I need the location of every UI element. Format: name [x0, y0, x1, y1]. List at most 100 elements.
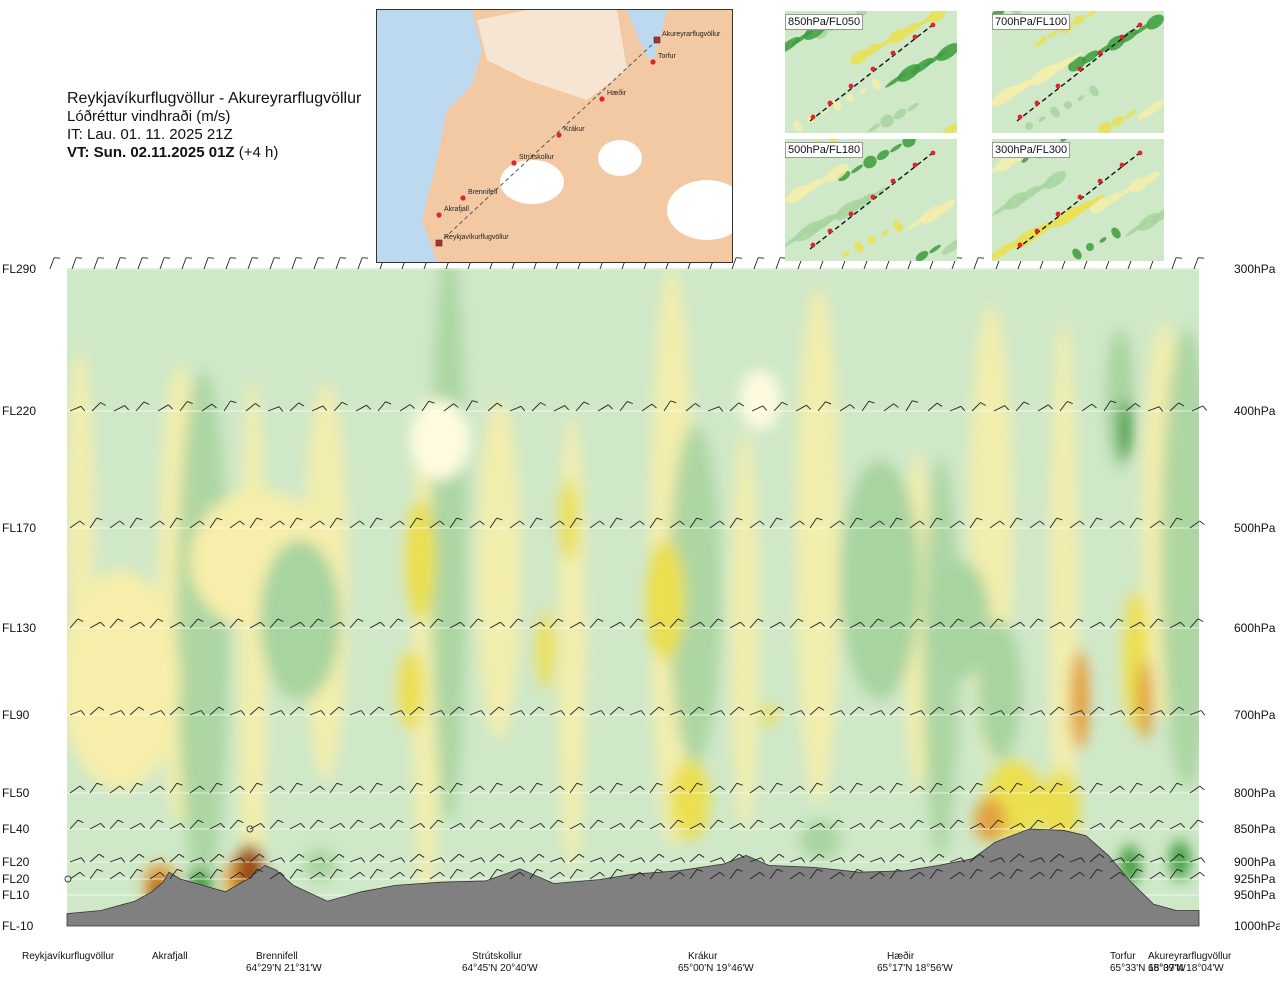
wind-barb-staff: [1109, 785, 1121, 794]
wind-barb: [1189, 871, 1205, 880]
wind-barb-staff: [93, 257, 99, 270]
mini-map-cell: [1099, 237, 1107, 243]
mini-map-850-label: 850hPa/FL050: [785, 14, 864, 30]
wind-barb-staff: [1069, 785, 1081, 794]
wind-barb: [889, 822, 906, 830]
wind-barb-staff: [609, 853, 620, 863]
wind-barb-staff: [663, 400, 671, 412]
wind-barb: [421, 400, 435, 412]
wind-barb: [531, 402, 546, 412]
wind-barb: [449, 853, 465, 863]
wind-barb: [399, 404, 415, 412]
wind-barb-flag: [439, 520, 445, 526]
wind-barb-staff: [829, 520, 840, 529]
wind-barb-flag: [806, 404, 812, 410]
wind-barb-flag: [719, 520, 725, 526]
wind-barb-staff: [1069, 871, 1081, 880]
wind-barb: [1109, 785, 1125, 794]
wind-barb-staff: [89, 621, 101, 629]
wind-barb: [169, 517, 183, 529]
wind-barb-flag: [898, 853, 905, 858]
wind-barb-staff: [1125, 403, 1136, 412]
wind-barb-flag: [640, 710, 646, 716]
waypoint-label: Akrafjall: [444, 206, 469, 213]
wind-barb-flag: [540, 402, 546, 406]
wind-barb-flag: [98, 706, 105, 711]
wind-barb-flag: [296, 782, 303, 786]
wind-barb-flag: [920, 710, 926, 716]
wind-barb: [489, 517, 503, 529]
wind-barb-flag: [536, 868, 543, 872]
mini-map-cell: [1072, 248, 1082, 260]
wind-barb-staff: [1029, 857, 1042, 863]
wind-barb-flag: [919, 785, 925, 791]
wind-barb: [809, 621, 826, 629]
wind-barb-flag: [237, 819, 244, 824]
wind-barb-flag: [79, 871, 85, 877]
wind-barb: [929, 517, 943, 529]
site-coordinates: 64°29'N 21°31'W: [246, 963, 322, 974]
wind-barb-flag: [560, 857, 566, 863]
wind-barb: [1189, 785, 1205, 794]
wind-barb-flag: [637, 618, 644, 622]
wind-barb-staff: [349, 819, 359, 830]
wind-barb: [309, 819, 324, 830]
wind-barb-staff: [399, 404, 411, 412]
wind-barb: [829, 857, 846, 863]
wind-barb-staff: [869, 785, 881, 794]
wind-barb-staff: [189, 520, 200, 529]
wind-barb-flag: [1199, 785, 1205, 791]
wind-barb: [689, 517, 703, 529]
wind-barb: [1189, 618, 1204, 629]
mini-map-cell: [825, 51, 853, 71]
wind-barb: [313, 257, 325, 270]
mini-map-cell: [786, 72, 814, 92]
wind-barb-staff: [609, 621, 621, 629]
wind-barb: [349, 819, 364, 830]
wind-barb-flag: [519, 871, 525, 877]
flight-level-label: FL-10: [2, 919, 34, 933]
wind-barb-flag: [999, 871, 1005, 877]
wind-barb: [349, 785, 365, 794]
wind-barb: [69, 618, 84, 629]
wind-barb-flag: [627, 400, 633, 405]
wind-barb: [1129, 853, 1145, 863]
wind-barb: [669, 710, 686, 716]
wind-barb: [689, 706, 705, 716]
wind-barb: [861, 400, 875, 412]
wind-barb-staff: [909, 520, 920, 529]
wind-barb: [849, 822, 866, 830]
wind-barb-staff: [1089, 853, 1100, 863]
waypoint-marker: [556, 132, 562, 138]
wind-barb: [809, 782, 823, 794]
wind-barb-flag: [580, 621, 586, 627]
wind-barb: [409, 822, 426, 830]
wind-barb-flag: [762, 405, 768, 411]
velocity-cell: [840, 460, 920, 700]
wind-barb-flag: [839, 520, 845, 526]
mini-map-700-field: [992, 11, 1164, 133]
waypoint-marker: [599, 96, 605, 102]
wind-barb-staff: [669, 857, 682, 863]
wind-barb: [91, 402, 106, 412]
wind-barb-staff: [729, 782, 738, 794]
wind-barb: [329, 782, 343, 794]
wind-barb: [769, 868, 783, 880]
wind-barb: [729, 517, 743, 529]
wind-barb: [329, 706, 345, 716]
calm-marker: [64, 875, 72, 883]
wind-barb-staff: [1089, 822, 1101, 830]
wind-barb-staff: [369, 869, 378, 880]
wind-barb-staff: [849, 853, 860, 863]
mini-map-waypoint: [1097, 50, 1103, 56]
wind-barb-flag: [997, 618, 1004, 622]
wind-barb-flag: [1136, 782, 1143, 786]
wind-barb-staff: [89, 517, 98, 529]
wind-barb-flag: [695, 403, 701, 408]
wind-barb: [949, 405, 966, 412]
velocity-cell: [410, 400, 470, 480]
wind-barb: [429, 785, 445, 794]
wind-barb-staff: [267, 406, 280, 412]
wind-barb-flag: [868, 400, 875, 404]
wind-barb-staff: [349, 618, 359, 629]
